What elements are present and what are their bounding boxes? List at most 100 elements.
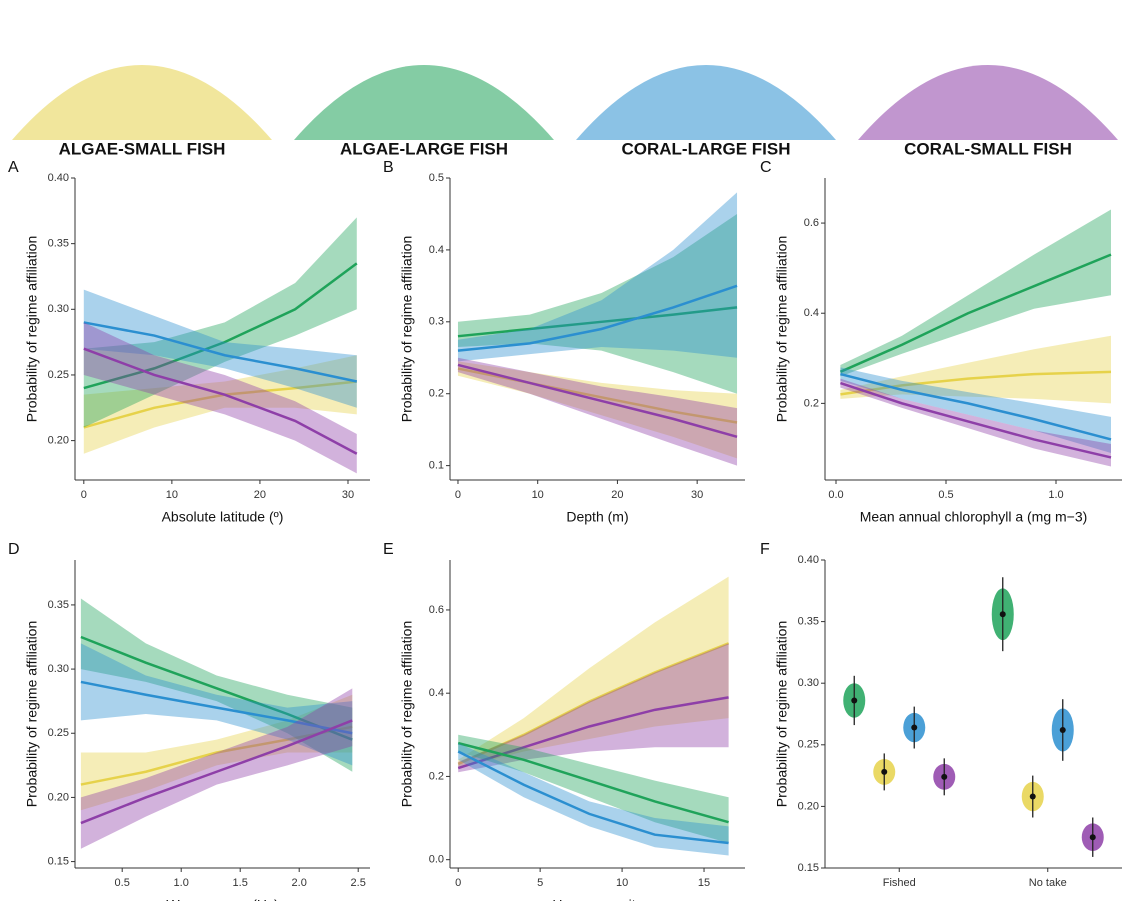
y-axis-label: Probability of regime affiliation bbox=[399, 621, 415, 808]
median-line bbox=[83, 262, 358, 390]
y-tick-label: 0.35 bbox=[48, 238, 69, 250]
y-tick-label: 0.6 bbox=[429, 604, 444, 616]
y-tick-label: 0.40 bbox=[798, 554, 819, 566]
ensemble-band bbox=[457, 192, 738, 362]
regime-name: CORAL-LARGE FISH bbox=[621, 139, 790, 158]
y-tick-label: 0.4 bbox=[804, 307, 819, 319]
regime-name: ALGAE-LARGE FISH bbox=[340, 139, 508, 158]
panel-label: D bbox=[8, 541, 20, 558]
x-tick-label: 15 bbox=[698, 877, 710, 889]
ensemble-band bbox=[80, 688, 353, 849]
mean-point bbox=[1089, 834, 1096, 841]
regime-name: ALGAE-SMALL FISH bbox=[59, 139, 226, 158]
x-tick-label: 10 bbox=[166, 489, 178, 501]
regime-name: CORAL-SMALL FISH bbox=[904, 139, 1072, 158]
panel-label: C bbox=[760, 159, 772, 176]
y-tick-label: 0.15 bbox=[798, 862, 819, 874]
ensemble-band bbox=[80, 598, 353, 772]
y-tick-label: 0.35 bbox=[48, 599, 69, 611]
x-tick-label: 10 bbox=[532, 489, 544, 501]
y-tick-label: 0.25 bbox=[48, 369, 69, 381]
x-tick-label: 1.0 bbox=[174, 877, 189, 889]
y-tick-label: 0.0 bbox=[429, 854, 444, 866]
median-line bbox=[457, 363, 738, 439]
median-line bbox=[840, 370, 1112, 396]
median-line bbox=[83, 347, 358, 455]
ensemble-band bbox=[840, 367, 1111, 453]
ensemble-band bbox=[83, 322, 357, 474]
x-tick-label: 1.5 bbox=[233, 877, 248, 889]
regime-illustration bbox=[858, 65, 1118, 140]
median-line bbox=[80, 719, 353, 825]
ensemble-band bbox=[840, 209, 1111, 377]
ensemble-band bbox=[458, 734, 729, 844]
y-tick-label: 0.30 bbox=[48, 303, 69, 315]
ensemble-band bbox=[458, 576, 729, 769]
x-tick-label: 0.0 bbox=[828, 489, 843, 501]
x-tick-label: 0.5 bbox=[115, 877, 130, 889]
ensemble-band bbox=[457, 213, 738, 394]
median-line bbox=[839, 253, 1112, 373]
panel-label: F bbox=[760, 541, 770, 558]
y-axis-label: Probability of regime affiliation bbox=[774, 621, 790, 808]
median-line bbox=[840, 372, 1112, 441]
panel-label: E bbox=[383, 541, 394, 558]
regime-illustration bbox=[576, 65, 836, 140]
ensemble-band bbox=[457, 357, 738, 466]
y-tick-label: 0.25 bbox=[48, 727, 69, 739]
x-tick-label: 0.5 bbox=[938, 489, 953, 501]
y-tick-label: 0.15 bbox=[48, 855, 69, 867]
panel-label: B bbox=[383, 159, 394, 176]
y-tick-label: 0.20 bbox=[48, 435, 69, 447]
y-axis-label: Probability of regime affiliation bbox=[774, 236, 790, 423]
mean-point bbox=[881, 768, 888, 775]
x-tick-label: 20 bbox=[254, 489, 266, 501]
y-tick-label: 0.4 bbox=[429, 687, 444, 699]
mean-point bbox=[1059, 727, 1066, 734]
x-tick-label: 0 bbox=[455, 489, 461, 501]
x-tick-label: Fished bbox=[883, 877, 916, 889]
y-tick-label: 0.40 bbox=[48, 172, 69, 184]
regime-illustration bbox=[12, 65, 272, 140]
y-tick-label: 0.2 bbox=[429, 388, 444, 400]
y-tick-label: 0.5 bbox=[429, 172, 444, 184]
y-axis-label: Probability of regime affiliation bbox=[24, 621, 40, 808]
regime-illustration bbox=[294, 65, 554, 140]
x-tick-label: 10 bbox=[616, 877, 628, 889]
y-tick-label: 0.30 bbox=[48, 663, 69, 675]
x-tick-label: 5 bbox=[537, 877, 543, 889]
median-line bbox=[457, 750, 729, 845]
ensemble-band bbox=[83, 355, 357, 454]
x-axis-label: Mean annual chlorophyll a (mg m−3) bbox=[860, 509, 1088, 525]
ensemble-band bbox=[458, 743, 729, 856]
ensemble-band bbox=[458, 643, 729, 773]
x-tick-label: 0 bbox=[455, 877, 461, 889]
median-line bbox=[80, 680, 353, 735]
x-axis-label: Absolute latitude (º) bbox=[162, 509, 284, 525]
panel-label: A bbox=[8, 159, 19, 176]
y-tick-label: 0.3 bbox=[429, 316, 444, 328]
y-tick-label: 0.2 bbox=[429, 770, 444, 782]
ensemble-band bbox=[457, 361, 738, 459]
x-tick-label: 30 bbox=[691, 489, 703, 501]
x-axis-label: Human gravity bbox=[552, 897, 642, 901]
y-tick-label: 0.1 bbox=[429, 460, 444, 472]
ensemble-band bbox=[840, 335, 1111, 404]
y-tick-label: 0.30 bbox=[798, 677, 819, 689]
y-tick-label: 0.20 bbox=[798, 800, 819, 812]
median-line bbox=[457, 284, 738, 352]
y-tick-label: 0.25 bbox=[798, 739, 819, 751]
mean-point bbox=[851, 697, 858, 704]
x-tick-label: 2.5 bbox=[351, 877, 366, 889]
y-tick-label: 0.20 bbox=[48, 791, 69, 803]
x-tick-label: No take bbox=[1029, 877, 1067, 889]
ensemble-band bbox=[80, 643, 353, 766]
mean-point bbox=[999, 611, 1006, 618]
x-axis-label: Depth (m) bbox=[566, 509, 628, 525]
x-tick-label: 0 bbox=[81, 489, 87, 501]
median-line bbox=[457, 642, 730, 766]
mean-point bbox=[1029, 793, 1036, 800]
median-line bbox=[457, 306, 738, 338]
median-line bbox=[457, 741, 729, 824]
x-tick-label: 30 bbox=[342, 489, 354, 501]
